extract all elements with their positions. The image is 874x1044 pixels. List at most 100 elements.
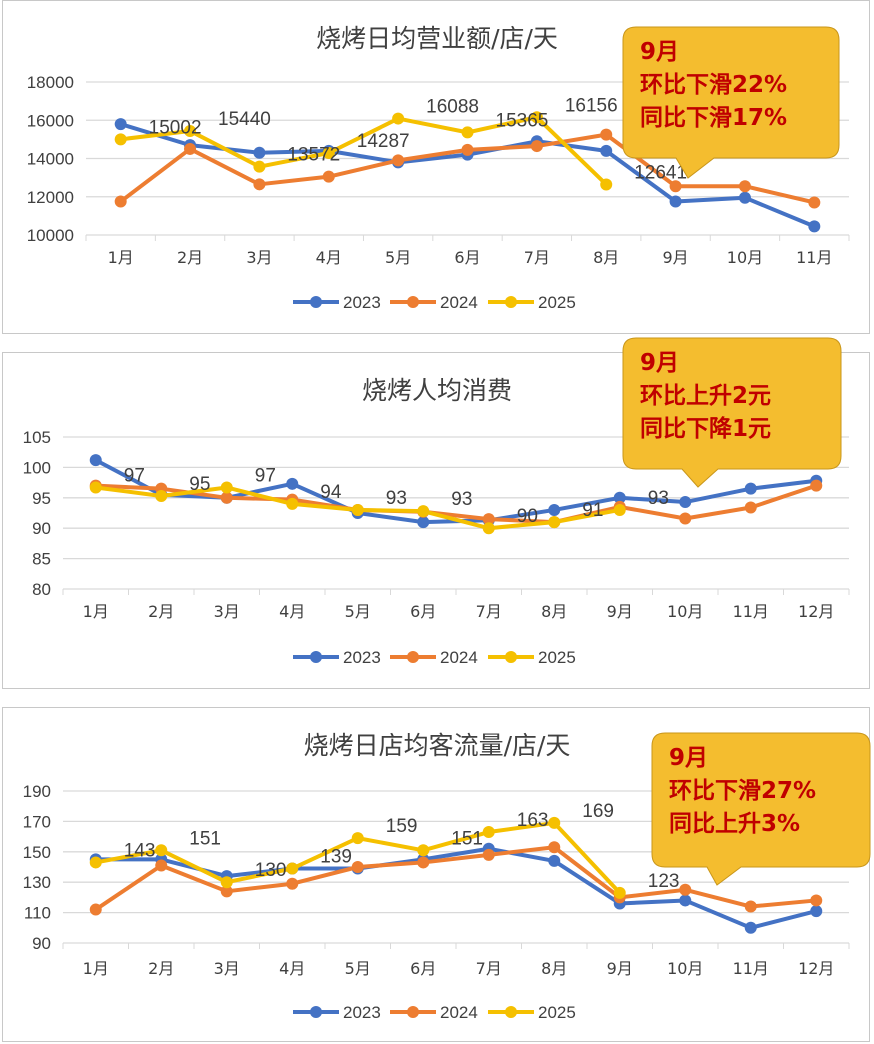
data-point-2025 bbox=[220, 876, 233, 889]
data-label: 90 bbox=[517, 506, 538, 527]
x-tick-label: 3月 bbox=[246, 248, 272, 267]
data-point-2023 bbox=[738, 191, 751, 204]
data-point-2025 bbox=[417, 505, 430, 518]
x-tick-label: 5月 bbox=[345, 959, 371, 978]
data-point-2024 bbox=[810, 479, 823, 492]
data-point-2025 bbox=[613, 503, 626, 516]
data-label: 93 bbox=[386, 488, 407, 509]
data-label: 93 bbox=[451, 489, 472, 510]
y-tick-label: 14000 bbox=[27, 150, 74, 169]
data-label: 12641 bbox=[634, 162, 687, 183]
series-line-2025 bbox=[120, 115, 608, 186]
legend-marker-2024 bbox=[407, 296, 419, 308]
data-label: 13572 bbox=[287, 145, 340, 166]
x-tick-label: 10月 bbox=[727, 248, 763, 267]
data-point-2023 bbox=[679, 496, 692, 509]
x-tick-label: 6月 bbox=[410, 602, 436, 621]
data-label: 123 bbox=[648, 871, 680, 892]
data-label: 94 bbox=[320, 482, 342, 503]
data-point-2025 bbox=[417, 844, 430, 857]
x-tick-label: 11月 bbox=[733, 602, 769, 621]
x-tick-label: 10月 bbox=[667, 959, 703, 978]
data-point-2025 bbox=[253, 160, 266, 173]
legend-label: 2023 bbox=[343, 293, 381, 312]
data-point-2025 bbox=[482, 522, 495, 535]
data-point-2023 bbox=[810, 905, 823, 918]
data-point-2023 bbox=[600, 144, 613, 157]
callout-line: 环比下滑22% bbox=[640, 72, 788, 98]
legend-label: 2024 bbox=[440, 1003, 478, 1022]
data-point-2023 bbox=[89, 454, 102, 467]
data-point-2023 bbox=[679, 894, 692, 907]
chart-svg: 烧烤人均消费 80 85 90 95 100 105 1月 2月 3月 4月 5月 6月 7月 8月 9月 10… bbox=[23, 376, 850, 667]
x-tick-label: 6月 bbox=[454, 248, 480, 267]
x-tick-label: 5月 bbox=[345, 602, 371, 621]
x-tick-label: 7月 bbox=[476, 602, 502, 621]
data-point-2024 bbox=[322, 170, 335, 183]
data-point-2024 bbox=[548, 841, 561, 854]
data-label: 151 bbox=[451, 828, 483, 849]
data-point-2024 bbox=[482, 848, 495, 861]
chart-title: 烧烤人均消费 bbox=[362, 376, 512, 405]
data-label: 15365 bbox=[496, 110, 549, 131]
data-point-2023 bbox=[253, 146, 266, 159]
legend-marker-2025 bbox=[505, 651, 517, 663]
x-tick-label: 2月 bbox=[148, 602, 174, 621]
y-tick-label: 170 bbox=[23, 812, 51, 831]
chart-svg: 烧烤日店均客流量/店/天 90 110 130 150 170 190 1月 2月 3月 4月 5月 6… bbox=[23, 731, 850, 1022]
data-point-2024 bbox=[253, 178, 266, 191]
legend-marker-2023 bbox=[310, 651, 322, 663]
y-tick-label: 95 bbox=[32, 489, 51, 508]
legend-label: 2024 bbox=[440, 293, 478, 312]
data-point-2025 bbox=[220, 481, 233, 494]
data-point-2025 bbox=[155, 844, 168, 857]
legend-label: 2025 bbox=[538, 1003, 576, 1022]
legend-marker-2025 bbox=[505, 1006, 517, 1018]
data-label: 15002 bbox=[149, 117, 202, 138]
legend-label: 2025 bbox=[538, 648, 576, 667]
callout-traffic: 9月 环比下滑27% 同比上升3% bbox=[651, 732, 871, 887]
data-label: 16156 bbox=[565, 95, 618, 116]
legend-marker-2024 bbox=[407, 1006, 419, 1018]
legend-marker-2024 bbox=[407, 651, 419, 663]
legend-marker-2023 bbox=[310, 296, 322, 308]
legend-marker-2025 bbox=[505, 296, 517, 308]
x-tick-label: 4月 bbox=[316, 248, 342, 267]
data-point-2025 bbox=[89, 856, 102, 869]
data-point-2024 bbox=[220, 885, 233, 898]
data-label: 91 bbox=[582, 500, 603, 521]
callout-line: 同比下降1元 bbox=[640, 416, 772, 442]
legend-label: 2024 bbox=[440, 648, 478, 667]
x-tick-label: 8月 bbox=[593, 248, 619, 267]
data-point-2025 bbox=[392, 112, 405, 125]
data-label: 93 bbox=[648, 488, 669, 509]
y-tick-label: 16000 bbox=[27, 111, 74, 130]
x-tick-label: 8月 bbox=[541, 959, 567, 978]
data-point-2024 bbox=[89, 903, 102, 916]
data-label: 169 bbox=[582, 801, 614, 822]
data-point-2025 bbox=[286, 497, 299, 510]
data-label: 163 bbox=[517, 810, 549, 831]
callout-line: 同比下滑17% bbox=[640, 105, 788, 131]
x-tick-label: 3月 bbox=[214, 959, 240, 978]
callout-line: 环比上升2元 bbox=[640, 383, 772, 409]
x-tick-label: 9月 bbox=[607, 602, 633, 621]
data-point-2024 bbox=[184, 142, 197, 155]
x-tick-label: 1月 bbox=[83, 602, 109, 621]
y-tick-label: 10000 bbox=[27, 226, 74, 245]
data-label: 159 bbox=[386, 816, 418, 837]
data-label: 97 bbox=[124, 465, 145, 486]
data-point-2025 bbox=[322, 147, 335, 160]
x-tick-label: 12月 bbox=[798, 959, 834, 978]
y-tick-label: 105 bbox=[23, 428, 51, 447]
legend-marker-2023 bbox=[310, 1006, 322, 1018]
y-tick-label: 12000 bbox=[27, 188, 74, 207]
data-point-2025 bbox=[351, 503, 364, 516]
x-tick-label: 4月 bbox=[279, 602, 305, 621]
callout-per-capita: 9月 环比上升2元 同比下降1元 bbox=[622, 337, 842, 489]
data-point-2024 bbox=[220, 491, 233, 504]
data-point-2023 bbox=[286, 477, 299, 490]
legend-label: 2025 bbox=[538, 293, 576, 312]
x-tick-label: 9月 bbox=[607, 959, 633, 978]
legend-label: 2023 bbox=[343, 648, 381, 667]
